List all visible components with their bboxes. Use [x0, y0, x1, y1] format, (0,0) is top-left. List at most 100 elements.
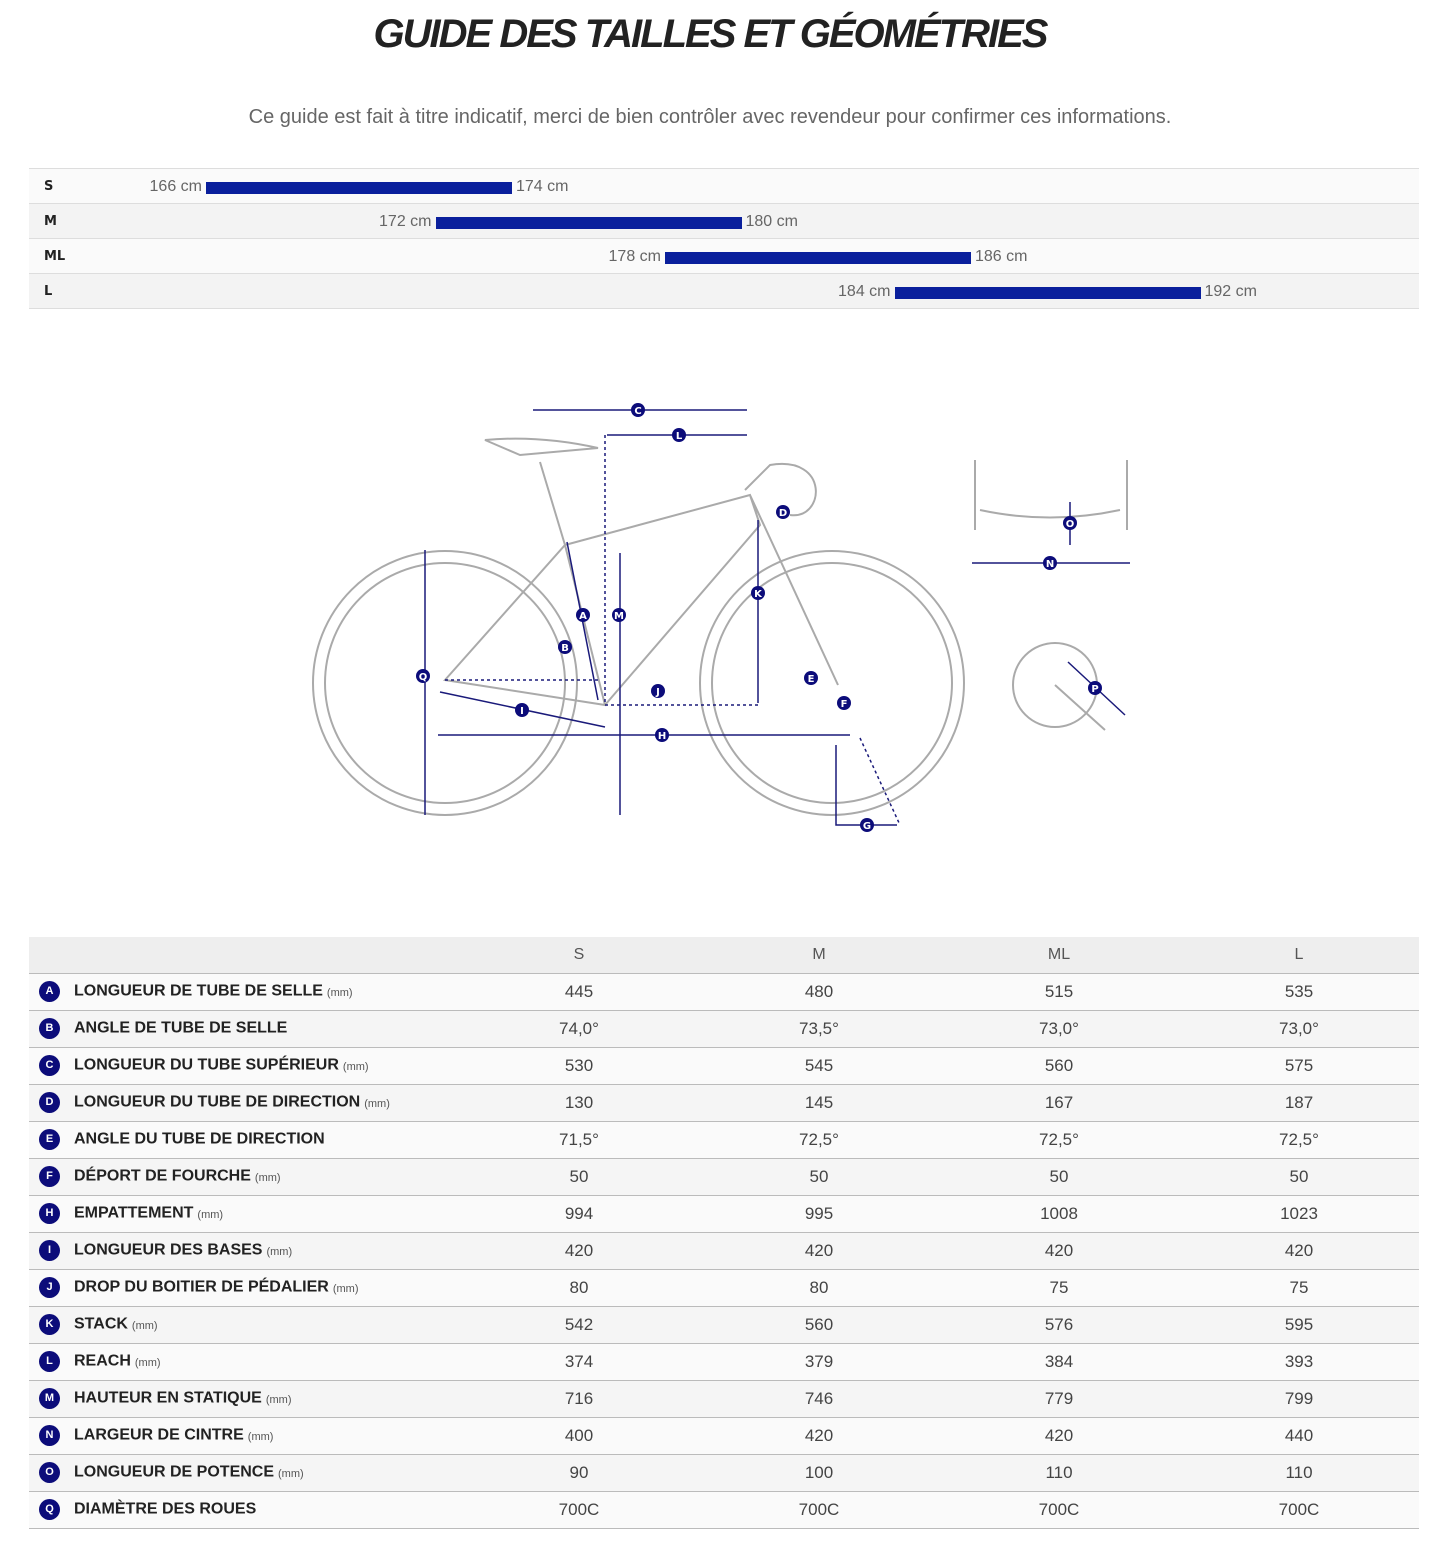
- letter-badge: D: [39, 1092, 60, 1113]
- table-row: D LONGUEUR DU TUBE DE DIRECTION (mm) 130 145…: [29, 1084, 1419, 1122]
- value-cell: 779: [939, 1380, 1179, 1418]
- table-row: O LONGUEUR DE POTENCE (mm) 90 100 110 110: [29, 1454, 1419, 1492]
- diagram-marker-h: H: [655, 728, 669, 742]
- measurement-name: ANGLE DE TUBE DE SELLE: [74, 1019, 288, 1037]
- measurement-name-cell: J DROP DU BOITIER DE PÉDALIER (mm): [29, 1269, 459, 1307]
- table-row: Q DIAMÈTRE DES ROUES 700C 700C 700C 700C: [29, 1491, 1419, 1529]
- measurement-name-cell: I LONGUEUR DES BASES (mm): [29, 1232, 459, 1270]
- measurement-name-cell: L REACH (mm): [29, 1343, 459, 1381]
- value-cell: 595: [1179, 1306, 1419, 1344]
- value-cell: 73,0°: [939, 1010, 1179, 1048]
- letter-badge: B: [39, 1018, 60, 1039]
- value-cell: 560: [939, 1047, 1179, 1085]
- svg-text:B: B: [561, 643, 569, 654]
- table-row: C LONGUEUR DU TUBE SUPÉRIEUR (mm) 530 545 560…: [29, 1047, 1419, 1085]
- value-cell: 50: [699, 1158, 939, 1196]
- letter-badge: O: [39, 1462, 60, 1483]
- measurement-unit: (mm): [364, 1097, 390, 1110]
- value-cell: 50: [939, 1158, 1179, 1196]
- size-row: M 172 cm 180 cm: [29, 204, 1419, 239]
- measurement-unit: (mm): [247, 1430, 274, 1443]
- table-header-row: S M ML L: [29, 937, 1419, 974]
- diagram-marker-d: D: [776, 505, 790, 519]
- table-row: A LONGUEUR DE TUBE DE SELLE (mm) 445 480 515 5…: [29, 973, 1419, 1011]
- letter-badge: M: [39, 1388, 60, 1409]
- front-wheel: [699, 550, 965, 816]
- value-cell: 374: [459, 1343, 699, 1381]
- value-cell: 74,0°: [459, 1010, 699, 1048]
- value-cell: 535: [1179, 973, 1419, 1011]
- value-cell: 994: [459, 1195, 699, 1233]
- measurement-name: EMPATTEMENT: [74, 1204, 194, 1222]
- size-label: M: [44, 214, 57, 229]
- value-cell: 420: [939, 1232, 1179, 1270]
- page-subtitle: Ce guide est fait à titre indicatif, mer…: [248, 106, 1172, 128]
- value-cell: 100: [699, 1454, 939, 1492]
- value-cell: 72,5°: [939, 1121, 1179, 1159]
- value-cell: 71,5°: [459, 1121, 699, 1159]
- measurement-name: DÉPORT DE FOURCHE: [74, 1167, 251, 1185]
- measurement-unit: (mm): [342, 1060, 369, 1073]
- letter-badge: A: [39, 981, 60, 1002]
- svg-text:O: O: [1066, 519, 1075, 530]
- table-row: K STACK (mm) 542 560 576 595: [29, 1306, 1419, 1344]
- value-cell: 80: [699, 1269, 939, 1307]
- table-row: I LONGUEUR DES BASES (mm) 420 420 420 420: [29, 1232, 1419, 1270]
- table-row: H EMPATTEMENT (mm) 994 995 1008 1023: [29, 1195, 1419, 1233]
- diagram-marker-o: O: [1063, 516, 1077, 530]
- table-row: L REACH (mm) 374 379 384 393: [29, 1343, 1419, 1381]
- measurement-name-cell: F DÉPORT DE FOURCHE (mm): [29, 1158, 459, 1196]
- value-cell: 746: [699, 1380, 939, 1418]
- value-cell: 400: [459, 1417, 699, 1455]
- measurement-unit: (mm): [266, 1245, 293, 1258]
- measurement-name: LARGEUR DE CINTRE: [74, 1426, 244, 1444]
- value-cell: 50: [1179, 1158, 1419, 1196]
- svg-text:N: N: [1046, 559, 1054, 570]
- diagram-marker-a: A: [576, 608, 590, 622]
- svg-text:P: P: [1091, 684, 1098, 695]
- size-row: S 166 cm 174 cm: [29, 169, 1419, 204]
- size-label: ML: [44, 249, 66, 264]
- value-cell: 75: [939, 1269, 1179, 1307]
- value-cell: 187: [1179, 1084, 1419, 1122]
- diagram-marker-b: B: [558, 640, 572, 654]
- letter-badge: C: [39, 1055, 60, 1076]
- value-cell: 72,5°: [699, 1121, 939, 1159]
- svg-text:Q: Q: [419, 672, 428, 683]
- measurement-name-cell: N LARGEUR DE CINTRE (mm): [29, 1417, 459, 1455]
- svg-text:I: I: [520, 706, 524, 717]
- value-cell: 542: [459, 1306, 699, 1344]
- value-cell: 560: [699, 1306, 939, 1344]
- value-cell: 110: [939, 1454, 1179, 1492]
- size-row: L 184 cm 192 cm: [29, 274, 1419, 309]
- letter-badge: E: [39, 1129, 60, 1150]
- value-cell: 73,5°: [699, 1010, 939, 1048]
- measurement-name: HAUTEUR EN STATIQUE: [74, 1389, 262, 1407]
- value-cell: 420: [939, 1417, 1179, 1455]
- letter-badge: Q: [39, 1499, 60, 1520]
- svg-text:M: M: [614, 611, 624, 622]
- measurement-unit: (mm): [254, 1171, 281, 1184]
- measurement-unit: (mm): [332, 1282, 359, 1295]
- size-max-label: 192 cm: [1204, 283, 1257, 300]
- measurement-unit: (mm): [265, 1393, 292, 1406]
- measurement-name: DIAMÈTRE DES ROUES: [74, 1500, 257, 1518]
- table-row: F DÉPORT DE FOURCHE (mm) 50 50 50 50: [29, 1158, 1419, 1196]
- column-header-m: M: [699, 937, 939, 974]
- measurement-name: ANGLE DU TUBE DE DIRECTION: [74, 1130, 325, 1148]
- letter-badge: K: [39, 1314, 60, 1335]
- diagram-marker-l: L: [672, 428, 686, 442]
- measurement-name: LONGUEUR DU TUBE DE DIRECTION: [74, 1093, 361, 1111]
- svg-text:J: J: [655, 687, 660, 698]
- value-cell: 515: [939, 973, 1179, 1011]
- table-row: N LARGEUR DE CINTRE (mm) 400 420 420 440: [29, 1417, 1419, 1455]
- table-row: B ANGLE DE TUBE DE SELLE 74,0° 73,5° 73,0° 73…: [29, 1010, 1419, 1048]
- geometry-table: S M ML L A LONGUEUR DE TUBE DE SELLE (mm) 445 4…: [29, 937, 1419, 1529]
- value-cell: 440: [1179, 1417, 1419, 1455]
- size-label: L: [44, 284, 53, 299]
- value-cell: 530: [459, 1047, 699, 1085]
- measurement-unit: (mm): [278, 1467, 304, 1480]
- value-cell: 420: [699, 1417, 939, 1455]
- value-cell: 700C: [1179, 1491, 1419, 1529]
- value-cell: 379: [699, 1343, 939, 1381]
